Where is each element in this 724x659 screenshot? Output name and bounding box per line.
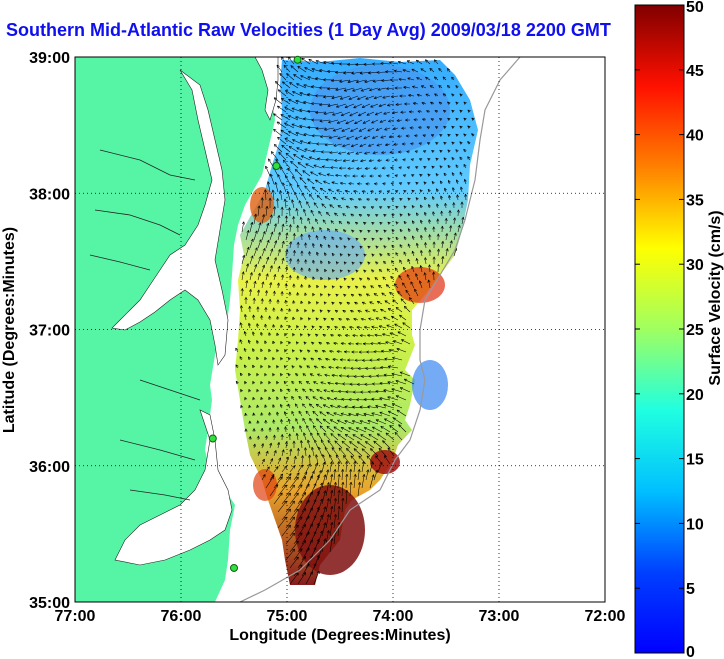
y-axis-label: Latitude (Degrees:Minutes) bbox=[1, 227, 18, 433]
high-velocity-patch bbox=[370, 450, 400, 474]
colorbar-tick-label: 25 bbox=[686, 322, 704, 339]
velocity-field bbox=[235, 58, 478, 585]
longitude-tick-label: 77:00 bbox=[55, 608, 96, 625]
map-grid bbox=[75, 57, 605, 602]
station-marker bbox=[272, 162, 281, 170]
colorbar-tick-label: 50 bbox=[686, 0, 704, 16]
latitude-ticks: 39:00 38:00 37:00 36:00 35:00 bbox=[29, 50, 70, 612]
plot-frame bbox=[74, 56, 606, 603]
pamlico-sound bbox=[114, 409, 233, 566]
colorbar-tick-label: 15 bbox=[686, 452, 704, 469]
longitude-ticks: 77:00 76:00 75:00 74:00 73:00 72:00 bbox=[55, 608, 626, 625]
delaware-bay bbox=[254, 57, 279, 121]
longitude-tick-label: 74:00 bbox=[373, 608, 414, 625]
river-inlets bbox=[89, 149, 201, 501]
velocity-arrow-set bbox=[235, 57, 475, 585]
colorbar-tick-label: 20 bbox=[686, 387, 704, 404]
high-velocity-patch bbox=[295, 485, 365, 575]
latitude-tick-label: 37:00 bbox=[29, 323, 70, 340]
hf-radar-stations bbox=[208, 55, 302, 572]
map-title: Southern Mid-Atlantic Raw Velocities (1 … bbox=[6, 20, 611, 40]
high-velocity-patch bbox=[395, 267, 445, 303]
bathymetry-contour bbox=[239, 57, 521, 602]
chesapeake-bay bbox=[111, 69, 229, 366]
low-velocity-patch bbox=[285, 230, 365, 280]
colorbar bbox=[634, 4, 685, 654]
velocity-vectors bbox=[235, 57, 475, 585]
colorbar-tick-label: 10 bbox=[686, 516, 704, 533]
colorbar-tick-label: 5 bbox=[686, 581, 695, 598]
latitude-tick-label: 39:00 bbox=[29, 50, 70, 67]
longitude-tick-label: 76:00 bbox=[161, 608, 202, 625]
station-marker bbox=[230, 563, 238, 572]
longitude-tick-label: 75:00 bbox=[267, 608, 308, 625]
colorbar-tick-label: 45 bbox=[686, 63, 704, 80]
colorbar-label: Surface Velocity (cm/s) bbox=[707, 210, 724, 385]
station-marker bbox=[293, 55, 302, 64]
longitude-tick-label: 72:00 bbox=[585, 608, 626, 625]
x-axis-label: Longitude (Degrees:Minutes) bbox=[229, 627, 450, 644]
low-velocity-patch bbox=[310, 65, 450, 155]
latitude-tick-label: 38:00 bbox=[29, 186, 70, 203]
high-velocity-patch bbox=[253, 469, 277, 501]
colorbar-tick-label: 35 bbox=[686, 192, 704, 209]
low-velocity-patch bbox=[412, 360, 448, 410]
latitude-tick-label: 36:00 bbox=[29, 459, 70, 476]
colorbar-tick-label: 40 bbox=[686, 128, 704, 145]
colorbar-tick-label: 0 bbox=[686, 644, 695, 659]
colorbar-tick-label: 30 bbox=[686, 257, 704, 274]
station-marker bbox=[208, 434, 217, 443]
longitude-tick-label: 73:00 bbox=[479, 608, 520, 625]
latitude-tick-label: 35:00 bbox=[29, 595, 70, 612]
